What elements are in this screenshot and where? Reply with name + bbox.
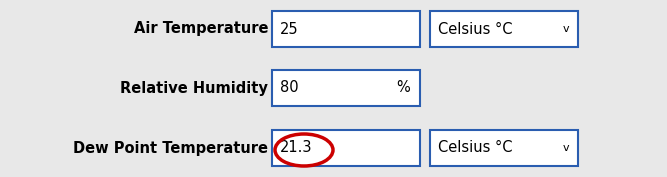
- FancyBboxPatch shape: [430, 11, 578, 47]
- Text: v: v: [563, 143, 570, 153]
- FancyBboxPatch shape: [430, 130, 578, 166]
- Text: Dew Point Temperature: Dew Point Temperature: [73, 141, 268, 156]
- FancyBboxPatch shape: [272, 130, 420, 166]
- Text: Celsius °C: Celsius °C: [438, 141, 512, 156]
- Text: v: v: [563, 24, 570, 34]
- Text: Celsius °C: Celsius °C: [438, 21, 512, 36]
- Text: Air Temperature: Air Temperature: [133, 21, 268, 36]
- Text: 21.3: 21.3: [280, 141, 313, 156]
- Text: Relative Humidity: Relative Humidity: [120, 81, 268, 96]
- FancyBboxPatch shape: [272, 70, 420, 106]
- Text: 25: 25: [280, 21, 299, 36]
- FancyBboxPatch shape: [272, 11, 420, 47]
- Text: 80: 80: [280, 81, 299, 96]
- Text: %: %: [396, 81, 410, 96]
